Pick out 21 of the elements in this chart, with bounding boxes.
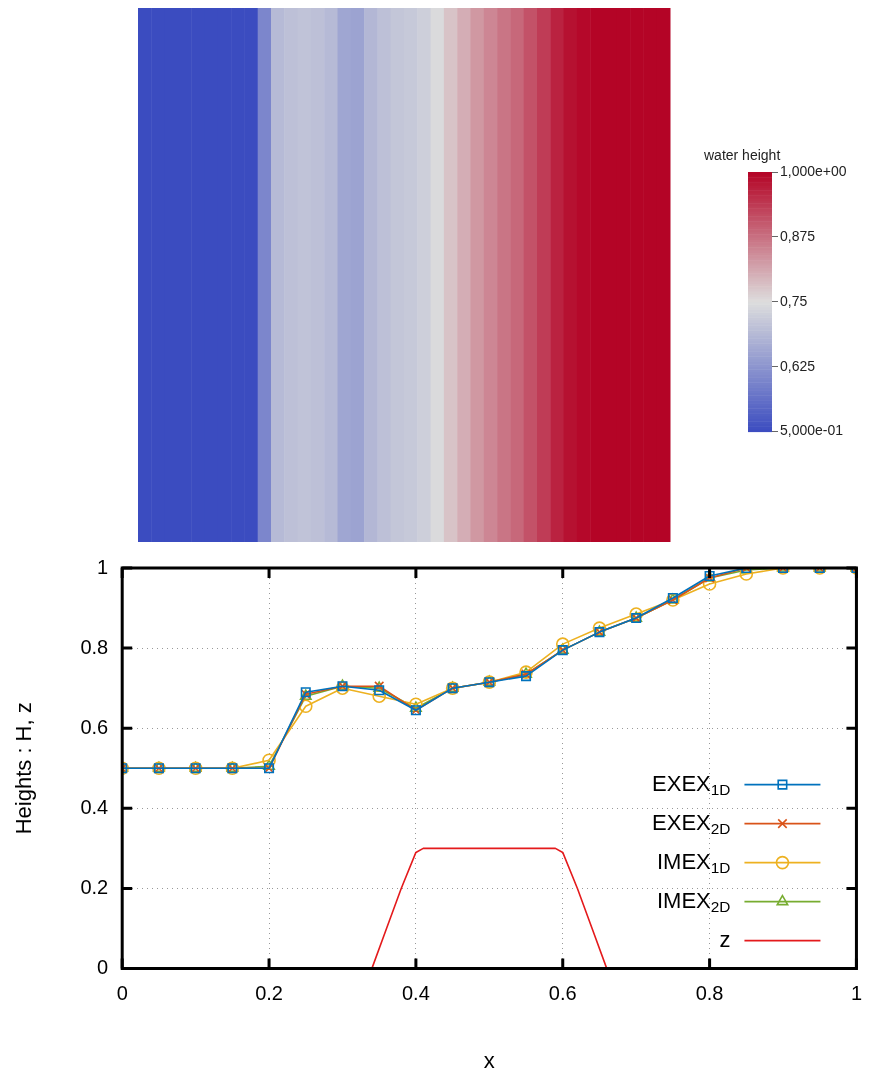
x-tick-label: 0 (116, 982, 128, 1005)
x-tick-label: 0.4 (401, 982, 430, 1005)
color-bar-label: 0,625 (780, 357, 816, 374)
x-tick-label: 0.2 (255, 982, 283, 1005)
color-bar-label: 0,75 (780, 292, 808, 309)
y-axis-title: Heights : H, z (11, 702, 37, 835)
legend-label: z (719, 926, 731, 952)
color-bar-title: water height (703, 147, 781, 163)
x-tick-label: 0.8 (695, 982, 724, 1005)
x-axis-title: x (483, 1047, 495, 1073)
x-tick-label: 0.6 (548, 982, 577, 1005)
y-tick-label: 0.6 (80, 715, 109, 738)
color-bar-label: 5,000e-01 (780, 422, 844, 439)
y-tick-label: 0.8 (80, 635, 109, 658)
color-bar-label: 0,875 (780, 227, 816, 244)
y-tick-label: 0.2 (80, 876, 109, 898)
x-tick-label: 1 (850, 982, 862, 1005)
y-tick-label: 0.4 (80, 795, 109, 818)
color-bar-label: 1,000e+00 (780, 162, 847, 179)
y-tick-label: 0 (97, 956, 109, 979)
y-tick-label: 1 (97, 555, 109, 578)
